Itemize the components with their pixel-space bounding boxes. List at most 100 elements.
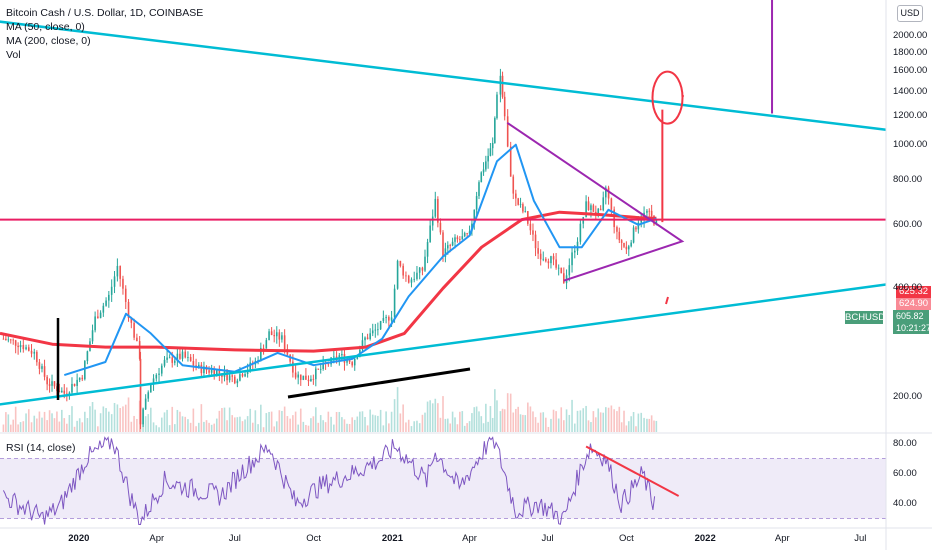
candle-body [519, 204, 522, 205]
volume-bar [270, 411, 273, 432]
volume-bar [503, 409, 506, 432]
volume-bar [494, 389, 496, 432]
small-arrow-mark [665, 296, 669, 305]
volume-bar [637, 413, 640, 432]
volume-bar [200, 404, 203, 432]
candle-body [184, 351, 187, 358]
candle-body [346, 359, 348, 363]
volume-bar [582, 408, 585, 432]
volume-bar [221, 408, 223, 432]
volume-bar [168, 425, 171, 432]
volume-bar [41, 417, 43, 432]
currency-badge[interactable]: USD [897, 5, 923, 22]
rsi-pane[interactable] [0, 436, 886, 525]
candle-body [585, 201, 587, 217]
volume-bar [33, 415, 36, 432]
rsi-tick-label: 60.00 [893, 467, 917, 479]
candle-body [341, 353, 343, 356]
candle-body [294, 372, 297, 378]
candle-body [17, 345, 19, 348]
volume-bar [374, 415, 377, 432]
volume-bar [338, 411, 341, 432]
volume-bar [19, 422, 22, 432]
candle-body [466, 233, 468, 234]
volume-bar [113, 402, 116, 432]
candle-body [385, 316, 387, 319]
rsi-legend: RSI (14, close) [6, 442, 76, 454]
candle-body [396, 260, 399, 289]
volume-bar [110, 414, 113, 432]
candle-body [463, 233, 466, 237]
volume-bar [81, 422, 84, 432]
candle-body [322, 362, 324, 369]
candle-body [494, 118, 496, 143]
volume-bar [136, 418, 138, 432]
candle-body [2, 338, 5, 340]
volume-bar [610, 405, 613, 432]
candle-body [171, 357, 174, 363]
volume-bar [289, 418, 291, 432]
volume-bar [197, 422, 200, 432]
volume-bar [429, 400, 431, 432]
candle-body [48, 384, 51, 386]
candle-body [297, 374, 299, 378]
candle-body [268, 331, 270, 341]
volume-bar [236, 417, 239, 432]
volume-bar [63, 418, 66, 432]
volume-bar [330, 416, 332, 432]
candle-body [364, 337, 366, 341]
candle-body [189, 357, 192, 362]
volume-bar [390, 411, 393, 432]
volume-bar [73, 426, 76, 432]
ascending-support-line [0, 283, 887, 406]
candle-body [571, 252, 573, 266]
volume-bar [195, 426, 197, 432]
volume-bar [512, 412, 515, 432]
candle-body [7, 339, 10, 341]
volume-bar [58, 421, 61, 432]
candle-body [86, 351, 89, 362]
candle-body [496, 94, 498, 119]
candle-body [537, 248, 539, 254]
volume-bar [25, 413, 27, 432]
volume-bar [268, 411, 270, 432]
volume-bar [461, 411, 464, 432]
candle-body [105, 300, 107, 306]
price-pane[interactable] [0, 0, 887, 432]
volume-bar [333, 424, 335, 432]
candle-body [509, 146, 512, 177]
volume-bar [299, 408, 302, 432]
volume-bars [2, 387, 658, 432]
candle-body [650, 210, 653, 216]
volume-bar [246, 416, 249, 432]
time-tick-label: 2020 [68, 533, 90, 544]
rsi-tick-label: 80.00 [893, 437, 917, 449]
volume-bar [405, 422, 407, 432]
candle-body [646, 210, 648, 213]
candle-body [482, 169, 485, 173]
candle-body [22, 345, 25, 350]
volume-bar [463, 425, 466, 432]
candle-body [273, 335, 275, 337]
volume-bar [385, 411, 387, 432]
candle-body [330, 357, 332, 365]
candle-body [119, 265, 121, 279]
volume-bar [297, 424, 299, 432]
volume-bar [324, 422, 327, 432]
volume-bar [473, 407, 476, 432]
volume-bar [152, 422, 155, 432]
candle-body [532, 230, 534, 235]
candle-body [102, 305, 105, 313]
volume-bar [557, 418, 560, 432]
volume-bar [218, 410, 221, 432]
volume-bar [147, 414, 150, 432]
time-tick-label: Oct [618, 533, 634, 544]
volume-bar [189, 422, 192, 432]
volume-bar [547, 426, 550, 432]
price-tick-label: 1600.00 [893, 64, 928, 76]
volume-bar [208, 422, 210, 432]
candle-body [333, 356, 335, 358]
candle-body [317, 368, 320, 370]
